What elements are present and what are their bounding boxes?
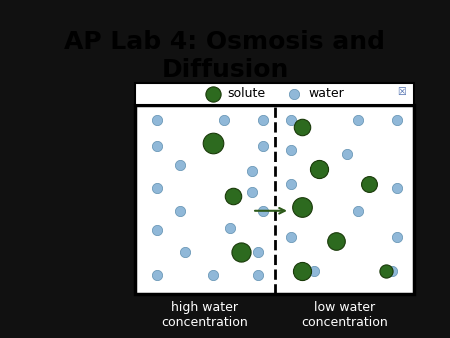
Point (310, 269, 317, 274)
Point (154, 227, 161, 233)
Point (288, 182, 295, 187)
Point (220, 117, 228, 123)
Point (154, 144, 161, 149)
Point (154, 117, 161, 123)
Point (299, 269, 306, 274)
Text: solute: solute (227, 87, 265, 100)
Point (288, 147, 295, 153)
Point (229, 193, 236, 198)
Point (366, 182, 373, 187)
Point (355, 208, 362, 214)
Point (394, 117, 401, 123)
Point (154, 272, 161, 278)
Point (394, 185, 401, 191)
Text: AP Lab 4: Osmosis and
Diffusion: AP Lab 4: Osmosis and Diffusion (64, 30, 386, 82)
Point (248, 168, 256, 174)
Point (394, 235, 401, 240)
Point (210, 91, 217, 96)
Point (332, 238, 339, 244)
Point (210, 140, 217, 145)
Point (382, 269, 390, 274)
Point (226, 225, 234, 231)
Point (288, 117, 295, 123)
Point (299, 125, 306, 130)
Point (176, 163, 183, 168)
Point (343, 151, 351, 157)
Point (238, 250, 245, 255)
Point (154, 185, 161, 191)
Point (254, 250, 261, 255)
Point (176, 208, 183, 214)
Text: low water
concentration: low water concentration (301, 301, 387, 329)
Text: high water
concentration: high water concentration (162, 301, 248, 329)
Point (210, 272, 217, 278)
Point (355, 117, 362, 123)
Point (182, 250, 189, 255)
Point (260, 117, 267, 123)
Point (315, 166, 323, 172)
Point (260, 144, 267, 149)
Point (260, 208, 267, 214)
Point (288, 235, 295, 240)
Point (290, 91, 297, 96)
Text: ☒: ☒ (397, 87, 405, 97)
Point (248, 189, 256, 195)
Point (299, 204, 306, 210)
Point (388, 269, 395, 274)
Text: water: water (308, 87, 344, 100)
Point (254, 272, 261, 278)
